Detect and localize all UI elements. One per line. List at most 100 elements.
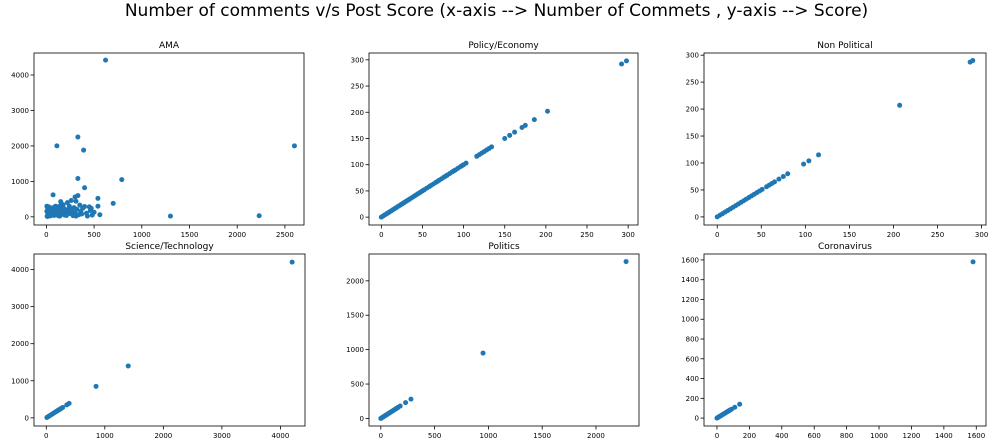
- scatter-point: [772, 179, 777, 185]
- axes-frame: [368, 52, 639, 226]
- y-tick-label: 200: [351, 109, 364, 117]
- x-tick-label: 0: [379, 432, 383, 440]
- scatter-point: [60, 202, 66, 208]
- scatter-point: [732, 404, 738, 410]
- subplot-title: Coronavirus: [818, 242, 872, 252]
- scatter-point: [84, 213, 90, 219]
- scatter-point: [71, 205, 77, 211]
- subplot-3: Non Political 0 50 100 150 200 250 300 0 50 100 150…: [686, 41, 989, 239]
- y-tick-label: 3000: [11, 303, 29, 311]
- scatter-point: [91, 209, 97, 215]
- y-tick-label: 1200: [681, 296, 699, 304]
- y-tick-label: 2000: [11, 142, 29, 150]
- x-tick-label: 150: [498, 231, 511, 239]
- subplot-2: Policy/Economy 0 50 100 150 200 250 300 0 50 100 15…: [351, 41, 639, 239]
- scatter-point: [623, 58, 629, 64]
- x-tick-label: 250: [931, 231, 944, 239]
- x-tick-label: 0: [44, 432, 48, 440]
- y-tick-label: 4000: [11, 71, 29, 79]
- scatter-point: [93, 383, 99, 389]
- scatter-point: [759, 186, 765, 192]
- scatter-point: [463, 160, 469, 166]
- x-tick-label: 1000: [133, 231, 151, 239]
- scatter-point: [408, 396, 414, 402]
- y-tick-label: 200: [686, 106, 699, 114]
- scatter-point: [88, 205, 94, 211]
- axes-frame: [703, 52, 987, 226]
- scatter-point: [56, 207, 62, 213]
- scatter-point: [780, 173, 786, 179]
- x-tick-label: 600: [808, 432, 821, 440]
- y-tick-label: 0: [360, 415, 364, 423]
- x-tick-label: 300: [975, 231, 988, 239]
- x-tick-label: 500: [428, 432, 441, 440]
- y-tick-label: 0: [25, 414, 29, 422]
- x-tick-label: 4000: [272, 432, 290, 440]
- y-tick-label: 50: [355, 187, 364, 195]
- x-tick-label: 200: [743, 432, 756, 440]
- scatter-point: [801, 161, 807, 167]
- scatter-point: [79, 211, 85, 217]
- subplot-title: AMA: [159, 41, 180, 51]
- scatter-point: [512, 129, 518, 135]
- x-tick-label: 0: [44, 231, 48, 239]
- y-tick-label: 1400: [681, 276, 699, 284]
- y-tick-label: 2000: [11, 340, 29, 348]
- scatter-point: [480, 350, 486, 356]
- scatter-point: [50, 192, 56, 198]
- x-tick-label: 200: [539, 231, 552, 239]
- x-tick-label: 2000: [154, 432, 172, 440]
- x-tick-label: 1000: [870, 432, 888, 440]
- y-tick-label: 1000: [346, 346, 364, 354]
- y-tick-label: 100: [686, 159, 699, 167]
- y-tick-label: 0: [695, 415, 699, 423]
- x-tick-label: 100: [457, 231, 470, 239]
- x-tick-label: 2000: [587, 432, 605, 440]
- scatter-point: [397, 403, 403, 409]
- scatter-point: [95, 195, 101, 201]
- x-tick-label: 2000: [228, 231, 246, 239]
- x-tick-label: 3000: [213, 432, 231, 440]
- subplot-title: Politics: [488, 242, 520, 252]
- scatter-point: [970, 58, 976, 64]
- y-tick-label: 1600: [681, 256, 699, 264]
- scatter-point: [897, 102, 903, 108]
- scatter-point: [82, 204, 88, 210]
- y-tick-label: 800: [686, 336, 699, 344]
- y-tick-label: 150: [686, 133, 699, 141]
- scatter-point: [73, 198, 79, 204]
- x-tick-label: 300: [621, 231, 634, 239]
- scatter-point: [167, 213, 173, 219]
- scatter-point: [816, 152, 822, 158]
- scatter-point: [77, 202, 83, 208]
- scatter-point: [75, 176, 81, 182]
- scatter-point: [507, 132, 513, 138]
- y-tick-label: 100: [351, 161, 364, 169]
- x-tick-label: 400: [775, 432, 788, 440]
- scatter-point: [66, 400, 72, 406]
- subplot-5: Politics 0 500 1000 1500 2000 0 500 1000 1500 2000: [346, 242, 640, 440]
- x-tick-label: 800: [840, 432, 853, 440]
- scatter-point: [403, 400, 409, 406]
- scatter-point: [291, 143, 297, 149]
- figure-title: Number of comments v/s Post Score (x-axi…: [124, 1, 869, 21]
- scatter-point: [103, 57, 109, 63]
- subplot-4: Science/Technology 0 1000 2000 3000 4000 0 1000…: [11, 242, 306, 440]
- x-tick-label: 50: [418, 231, 427, 239]
- scatter-point: [776, 176, 782, 182]
- y-tick-label: 400: [686, 375, 699, 383]
- y-tick-label: 600: [686, 355, 699, 363]
- scatter-point: [489, 144, 495, 150]
- scatter-point: [522, 122, 528, 128]
- y-tick-label: 50: [690, 186, 699, 194]
- scatter-point: [970, 259, 976, 265]
- scatter-point: [75, 134, 81, 140]
- y-tick-label: 1000: [11, 178, 29, 186]
- x-tick-label: 200: [887, 231, 900, 239]
- axes-frame: [33, 52, 305, 226]
- axes-frame: [703, 253, 987, 427]
- axes-frame: [368, 253, 640, 427]
- scatter-point: [54, 143, 60, 149]
- subplot-title: Policy/Economy: [468, 41, 539, 51]
- x-tick-label: 1400: [935, 432, 953, 440]
